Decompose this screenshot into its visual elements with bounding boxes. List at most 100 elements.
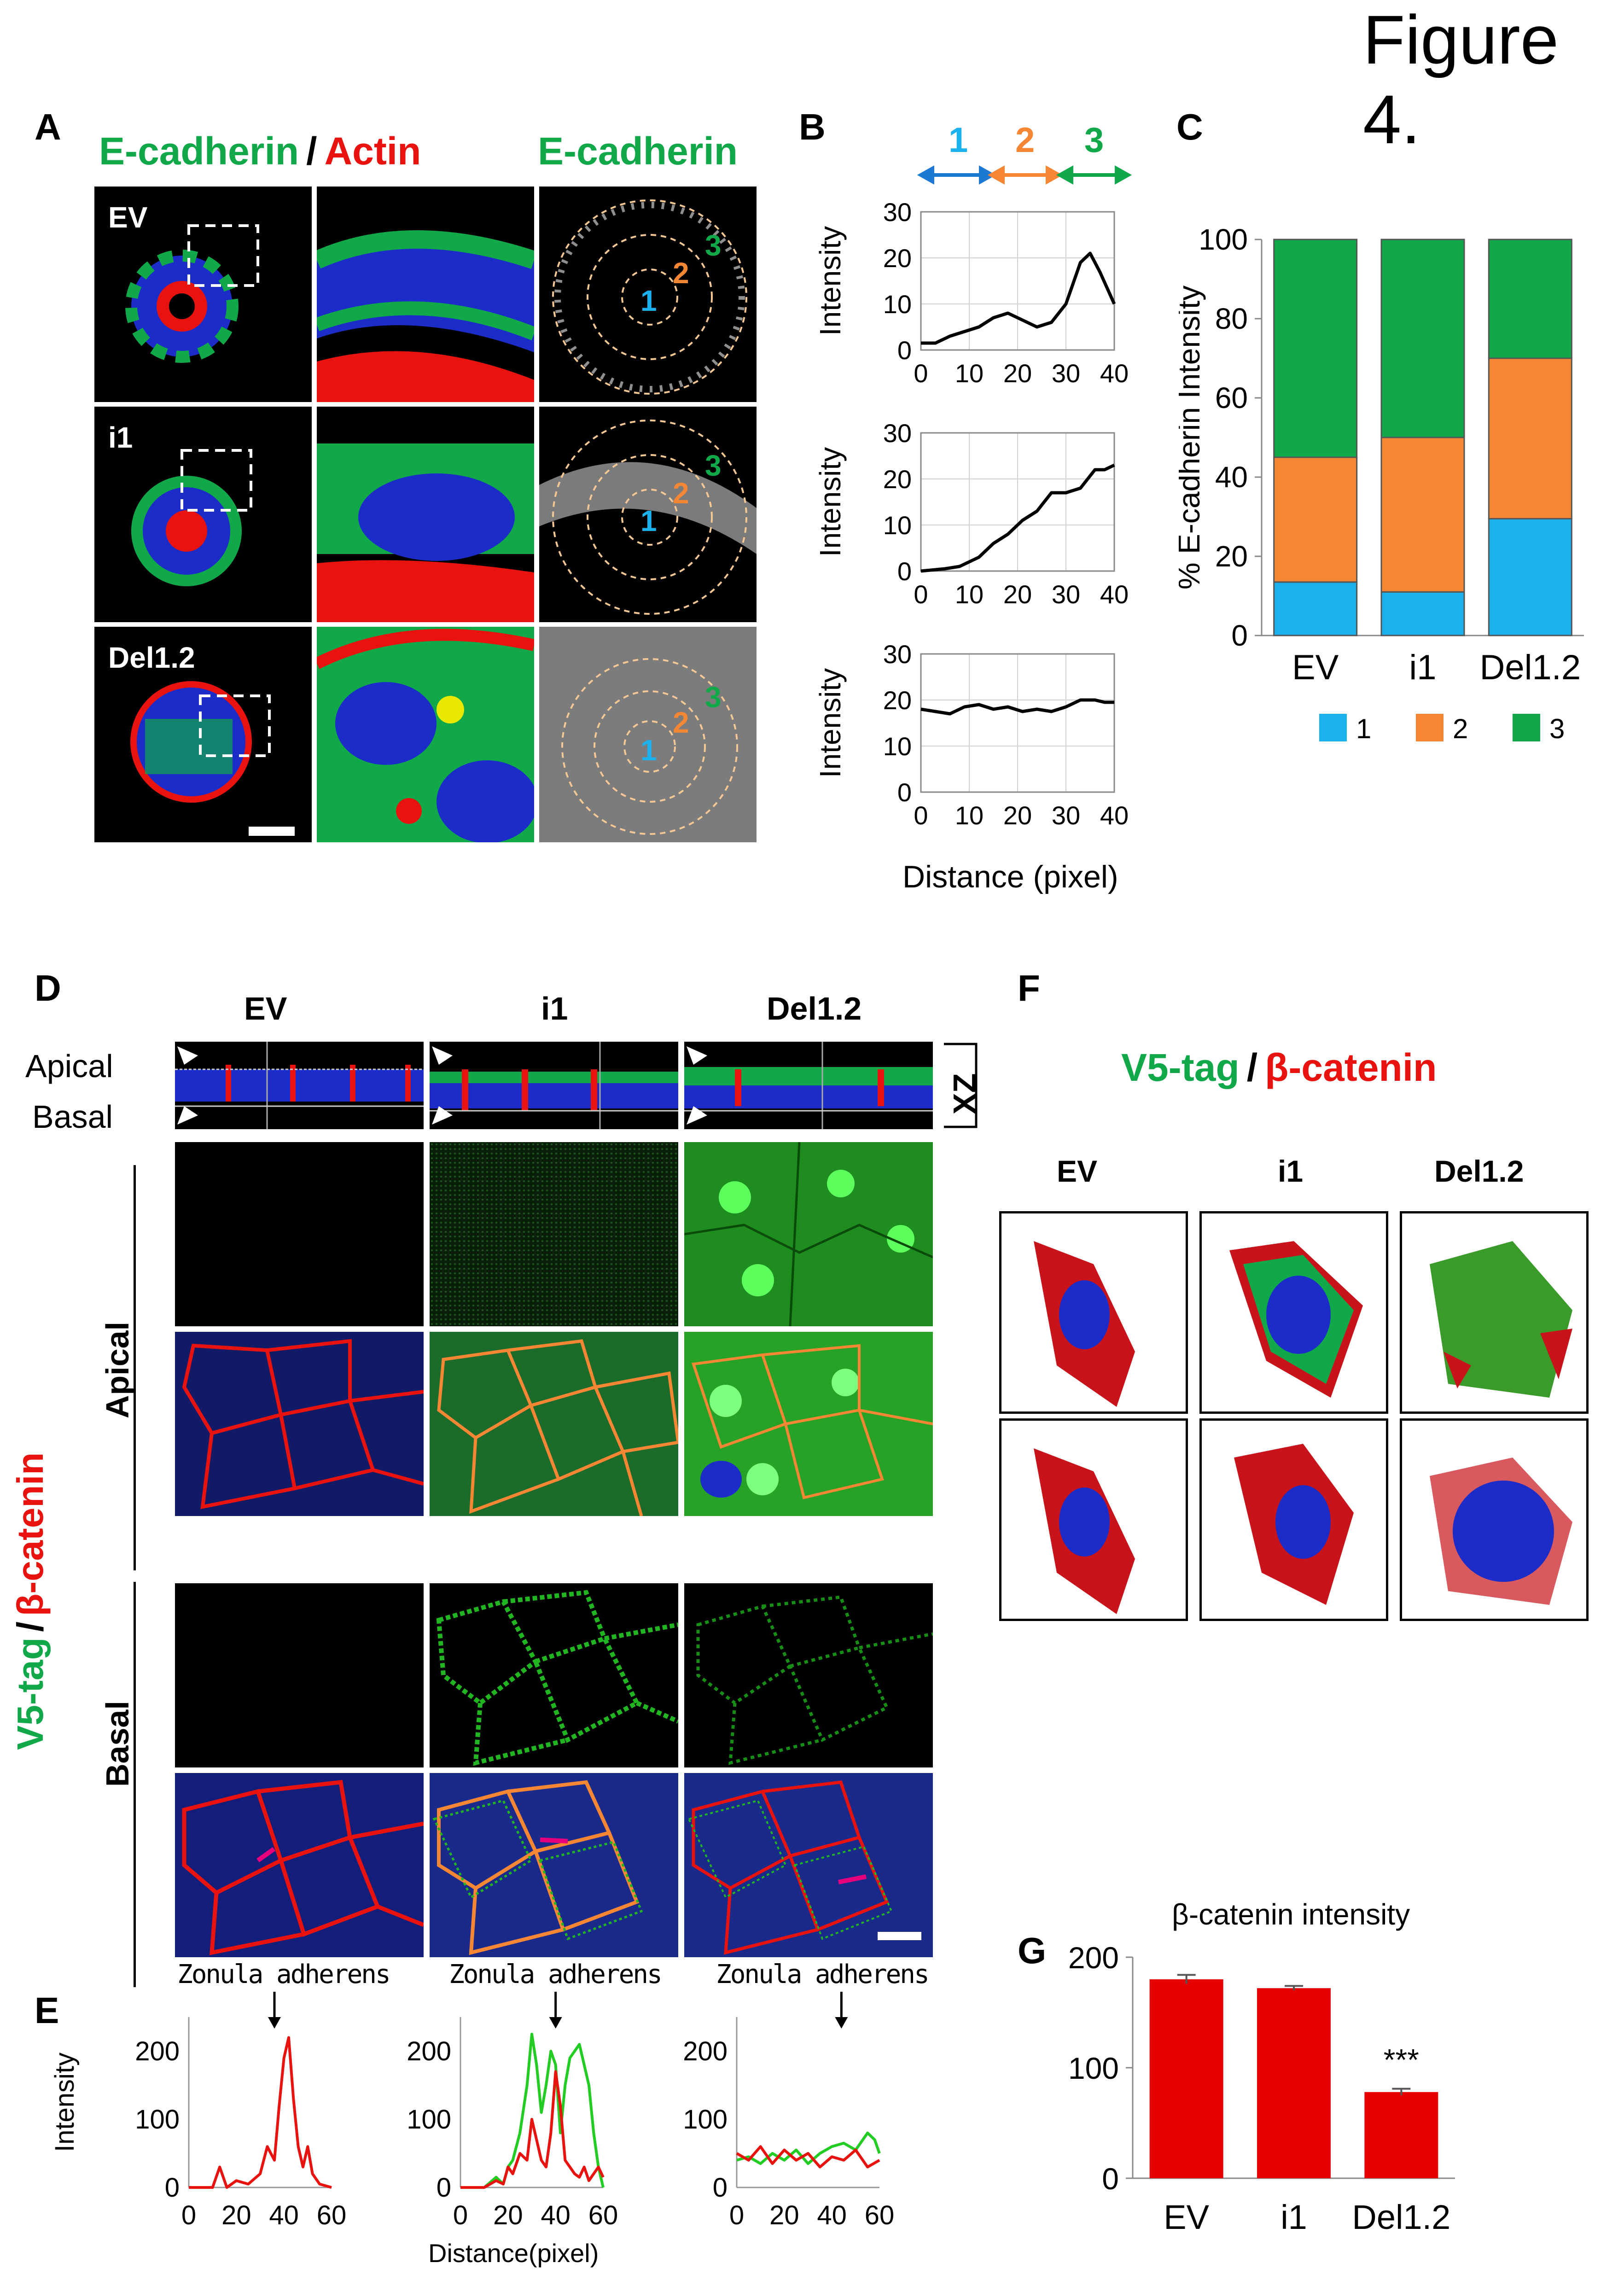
panel-a-del-merge: Del1.2: [94, 627, 312, 842]
x-category-label: i1: [1409, 648, 1436, 687]
y-tick-label: 200: [407, 2036, 451, 2066]
x-tick-label: 60: [588, 2200, 618, 2230]
x-tick-label: 10: [955, 580, 984, 609]
y-tick-label: 0: [1231, 619, 1248, 652]
panel-b-subplot-3: 0 10 20 30 0 10 20 30 40 Intensity: [814, 640, 1129, 830]
panel-letter-b: B: [799, 106, 826, 147]
x-category-label: i1: [1281, 2198, 1307, 2236]
panel-letter-c: C: [1176, 106, 1203, 147]
profile-line-1: [189, 2036, 332, 2189]
panel-e-xlabel: Distance(pixel): [428, 2239, 599, 2268]
y-tick-label: 100: [683, 2105, 728, 2135]
svg-text:3: 3: [705, 229, 722, 262]
panel-b-subplot-1: 0 10 20 30 0 10 20 30 40 Intensity: [814, 198, 1129, 388]
x-tick-label: 60: [865, 2200, 895, 2230]
y-tick-label: 0: [897, 557, 912, 586]
panel-letter-d: D: [35, 968, 61, 1009]
x-tick-label: 0: [181, 2200, 196, 2230]
panel-b-subplot-2: 0 10 20 30 0 10 20 30 40 Intensity: [814, 419, 1129, 609]
basal-merge-del12: [684, 1773, 933, 1957]
svg-text:1: 1: [640, 504, 657, 537]
bar-EV: [1149, 1979, 1223, 2178]
bar-segment-1-i1: [1380, 591, 1465, 636]
x-tick-label: 40: [1100, 359, 1129, 388]
legend-label-3: 3: [1549, 713, 1565, 744]
ring-i1: 123: [539, 420, 757, 615]
plot-frame: [920, 432, 1115, 572]
panel-a-header-sep: /: [306, 129, 317, 173]
basal-green-ev: [175, 1583, 424, 1767]
profile-line-2: [460, 2070, 605, 2189]
x-tick-label: 0: [914, 801, 928, 830]
figure-title: Figure 4.: [1363, 1, 1559, 158]
xz-i1: [430, 1042, 678, 1129]
panel-a-header-green: E-cadherin: [99, 129, 299, 173]
x-tick-label: 10: [955, 801, 984, 830]
y-tick-label: 0: [897, 778, 912, 807]
f-bottom-i1: [1199, 1418, 1388, 1621]
panel-e-annotation-2: Zonula adherens: [449, 1960, 663, 1989]
bar-segment-2-EV: [1273, 456, 1358, 583]
x-tick-label: 40: [541, 2200, 570, 2230]
significance-label: ***: [1384, 2043, 1419, 2077]
y-tick-label: 0: [165, 2173, 180, 2203]
panel-e-subplot-2: 0 100 200 0 20 40 60: [407, 1992, 618, 2230]
profile-line-4: [736, 2145, 880, 2169]
basal-merge-i1: [430, 1773, 678, 1957]
y-tick-label: 10: [883, 290, 912, 319]
spheroid-ev: [125, 224, 259, 363]
panel-d-xz-apical-label: Apical: [25, 1048, 113, 1084]
panel-letter-f: F: [1018, 968, 1040, 1009]
panel-a-ev-zoom: [317, 187, 534, 402]
panel-a-row-label-ev: EV: [108, 201, 148, 234]
x-tick-label: 0: [729, 2200, 744, 2230]
f-bottom-del12: [1400, 1418, 1589, 1621]
y-axis-label: Intensity: [814, 668, 847, 778]
y-tick-label: 100: [407, 2105, 451, 2135]
intensity-line-1: [921, 251, 1116, 345]
x-tick-label: 20: [1003, 580, 1032, 609]
intensity-line-3: [920, 698, 1114, 716]
panel-c-chart: 0 20 40 60 80 100 % E-cadherin Intensity EV i1 De…: [1179, 223, 1584, 744]
panel-f-col-ev: EV: [1057, 1154, 1098, 1188]
f-top-del12: [1400, 1211, 1589, 1414]
panel-f-header: V5-tag / β-catenin: [1121, 1045, 1437, 1090]
panel-g-chart: 0 100 200 EV i1 Del1.2 ***: [1068, 1941, 1455, 2236]
x-tick-label: 20: [221, 2200, 251, 2230]
svg-text:2: 2: [673, 257, 689, 290]
intensity-line-2: [920, 463, 1115, 573]
apical-green-del12: [684, 1142, 933, 1326]
x-tick-label: 60: [317, 2200, 347, 2230]
x-tick-label: 40: [269, 2200, 299, 2230]
panel-d-xz-basal-label: Basal: [32, 1099, 113, 1135]
panel-a-row-label-i1: i1: [108, 421, 133, 454]
x-tick-label: 20: [769, 2200, 799, 2230]
y-tick-label: 60: [1215, 381, 1248, 414]
panel-d-col-i1: i1: [541, 991, 568, 1026]
arrow-label-2: 2: [1015, 124, 1035, 160]
x-tick-label: 30: [1052, 580, 1080, 609]
x-category-label: Del1.2: [1479, 648, 1581, 687]
x-tick-label: 30: [1052, 359, 1080, 388]
arrow-3: [1056, 165, 1132, 185]
x-tick-label: 40: [1100, 801, 1129, 830]
panel-f-col-del12: Del1.2: [1434, 1154, 1524, 1188]
y-tick-label: 0: [1102, 2162, 1119, 2196]
y-tick-label: 0: [897, 336, 912, 365]
y-tick-label: 20: [883, 465, 912, 494]
panel-b-charts: 0 10 20 30 0 10 20 30 40 Intensity 0 10 20 30 0 10 20 30 4…: [814, 198, 1129, 830]
apical-merge-ev: [175, 1332, 424, 1516]
x-tick-label: 20: [493, 2200, 523, 2230]
xz-del12: [684, 1042, 933, 1129]
zoom-i1: [317, 443, 534, 622]
x-tick-label: 40: [817, 2200, 847, 2230]
panel-f-col-i1: i1: [1278, 1154, 1304, 1188]
panel-f-header-sep: /: [1246, 1046, 1258, 1089]
arrow-2: [987, 165, 1063, 185]
bar-i1: [1257, 1988, 1331, 2178]
y-tick-label: 0: [437, 2173, 451, 2203]
ring-del12: 123: [539, 627, 757, 842]
y-tick-label: 10: [883, 511, 912, 540]
x-tick-label: 30: [1052, 801, 1080, 830]
y-tick-label: 100: [1068, 2051, 1119, 2085]
